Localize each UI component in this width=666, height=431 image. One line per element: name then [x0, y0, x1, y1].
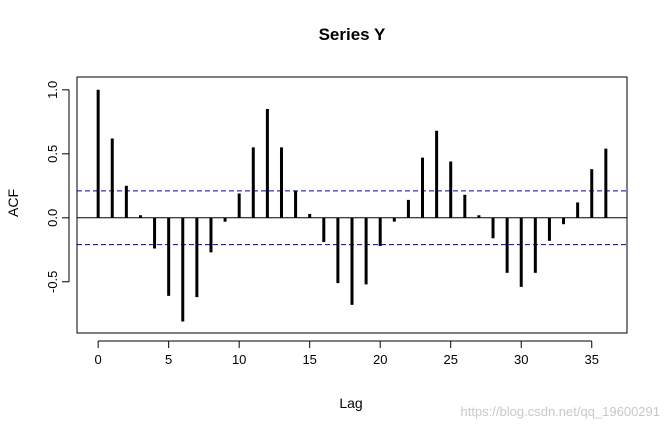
y-tick-label: 0.0 [45, 209, 60, 227]
y-axis-title: ACF [5, 189, 21, 217]
x-tick-label: 35 [585, 352, 599, 367]
y-tick-label: 0.5 [45, 145, 60, 163]
watermark: https://blog.csdn.net/qq_19600291 [461, 404, 661, 419]
x-axis: 0 5 10 15 20 25 30 35 [95, 340, 599, 367]
x-tick-label: 5 [165, 352, 172, 367]
x-tick-label: 25 [443, 352, 457, 367]
x-axis-title: Lag [339, 395, 362, 411]
x-tick-label: 15 [302, 352, 316, 367]
acf-bars [96, 89, 608, 322]
y-tick-label: 1.0 [45, 81, 60, 99]
x-tick-label: 10 [232, 352, 246, 367]
x-tick-label: 30 [514, 352, 528, 367]
chart-title: Series Y [319, 25, 386, 44]
x-tick-label: 0 [95, 352, 102, 367]
plot-frame [76, 76, 628, 334]
x-tick-label: 20 [373, 352, 387, 367]
y-axis: -0.5 0.0 0.5 1.0 [45, 81, 70, 293]
y-tick-label: -0.5 [45, 271, 60, 293]
plot-area [76, 76, 628, 334]
